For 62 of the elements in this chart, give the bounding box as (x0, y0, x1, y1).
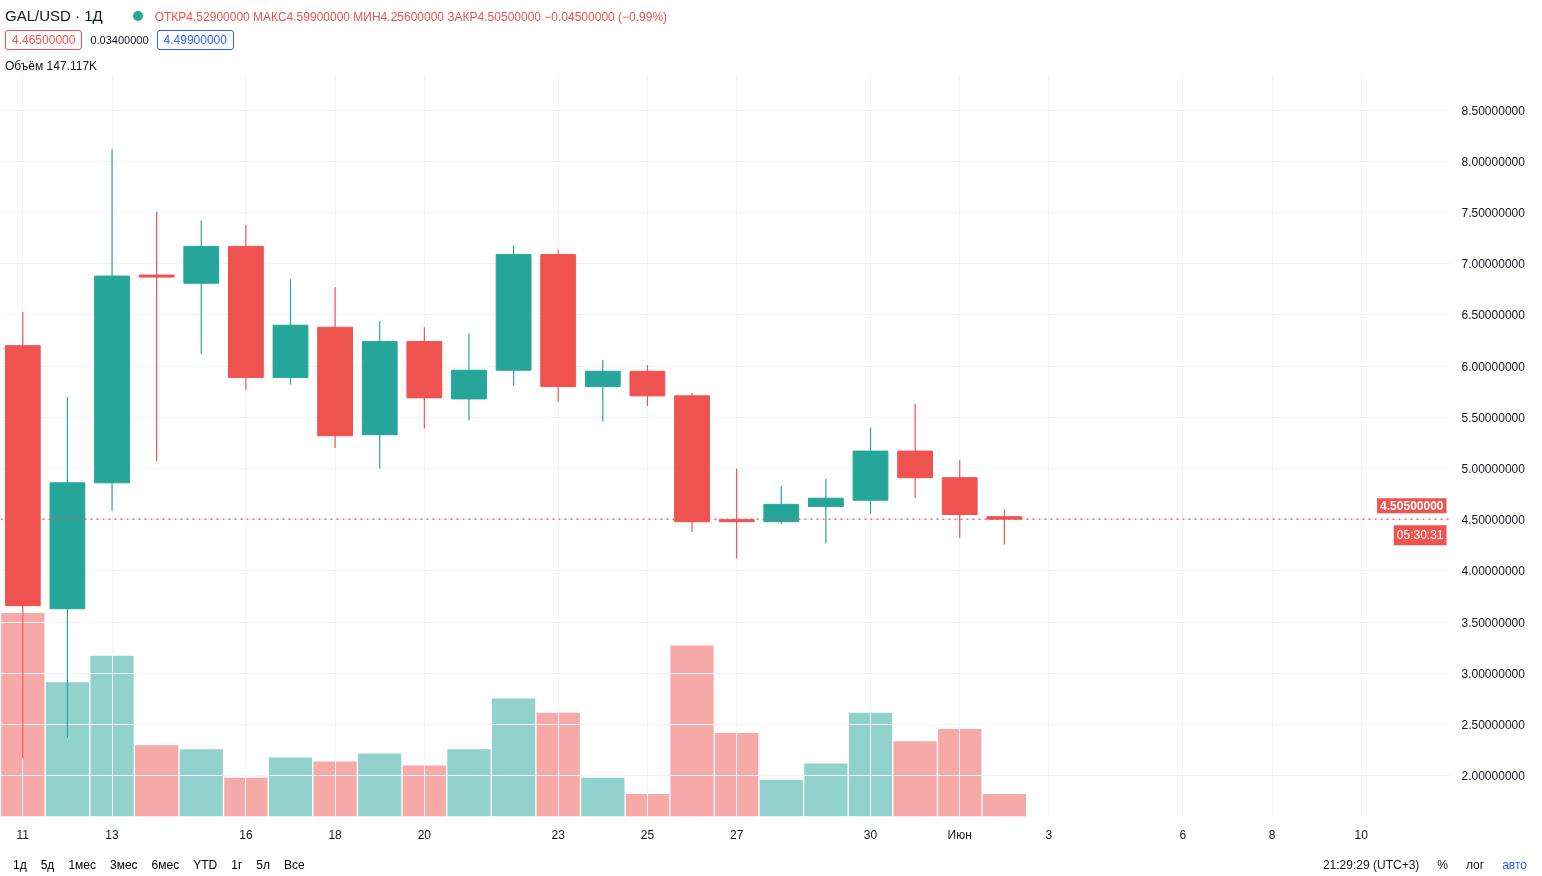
candlestick (138, 211, 175, 462)
x-tick-label: 3 (1045, 827, 1053, 842)
bar (358, 753, 402, 817)
bar (224, 777, 268, 817)
y-tick-label: 6.00000000 (1461, 359, 1526, 374)
annotation: 05:30:31 (1396, 528, 1444, 543)
bar (402, 765, 446, 817)
x-tick-label: 10 (1354, 827, 1369, 842)
bar (268, 757, 313, 817)
x-tick-label: 25 (640, 827, 655, 842)
x-tick-label: 6 (1179, 827, 1187, 842)
y-tick-label: 2.00000000 (1461, 769, 1526, 784)
text: 1мес (68, 858, 96, 872)
y-tick-label: 8.50000000 (1461, 103, 1526, 118)
x-tick-label: 30 (863, 827, 878, 842)
text: 5д (40, 858, 55, 872)
text: 3мес (109, 858, 138, 872)
y-tick-label: 3.50000000 (1461, 615, 1526, 630)
x-tick-label: 27 (729, 827, 744, 842)
candlestick (807, 478, 844, 544)
chart-title: GAL/USD · 1Д (5, 7, 103, 24)
text: 4.46500000 (5, 30, 83, 51)
bar (313, 761, 357, 817)
text: ОТКР4.52900000 МАКС4.59900000 МИН4.25600000 ЗАКР4.50500000 −0.04500000 (−0.99%) (154, 10, 668, 24)
text: YTD (193, 858, 218, 872)
x-tick-label: 13 (105, 827, 120, 842)
text: 5л (256, 858, 270, 872)
text: 21:29:29 (UTC+3) (1322, 858, 1420, 872)
bar (1, 612, 45, 817)
text: 6мес (151, 858, 180, 872)
bar (581, 777, 625, 817)
ref-line-label: 4.50500000 (1380, 499, 1444, 514)
y-tick-label: 8.00000000 (1461, 154, 1526, 169)
x-tick-label: Июн (947, 827, 972, 842)
x-tick-label: 18 (328, 827, 343, 842)
y-tick-label: 5.00000000 (1461, 462, 1526, 477)
chart-title: Объём 147.117K (5, 57, 99, 75)
bar (179, 749, 223, 817)
bar (135, 745, 179, 817)
y-tick-label: 7.50000000 (1461, 206, 1526, 221)
bar (982, 794, 1026, 817)
x-tick-label: 8 (1268, 827, 1276, 842)
y-tick-label: 2.50000000 (1461, 717, 1526, 732)
bar (536, 712, 580, 817)
text: 1г (231, 858, 243, 872)
y-tick-label: 6.50000000 (1461, 308, 1526, 323)
x-tick-label: 20 (417, 827, 432, 842)
text: авто (1502, 858, 1527, 872)
y-tick-label: 4.00000000 (1461, 564, 1526, 579)
y-tick-label: 4.50000000 (1461, 513, 1526, 528)
text: 1д (13, 858, 27, 872)
text: % (1437, 858, 1448, 872)
y-tick-label: 3.00000000 (1461, 666, 1526, 681)
x-tick-label: 23 (551, 827, 566, 842)
text: лог (1465, 858, 1485, 872)
text: 4.49900000 (156, 30, 234, 51)
x-tick-label: 11 (16, 827, 30, 842)
text: Все (283, 858, 305, 872)
text: 0.03400000 (90, 34, 149, 47)
y-tick-label: 7.00000000 (1461, 257, 1526, 272)
y-tick-label: 5.50000000 (1461, 410, 1526, 425)
x-tick-label: 16 (239, 827, 253, 842)
